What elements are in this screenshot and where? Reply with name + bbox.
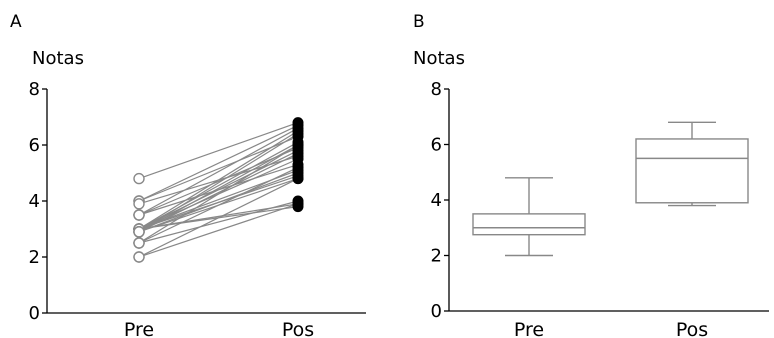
panel-b-x-label-pos: Pos [676,319,708,338]
paired-line [138,152,299,233]
panel-a-label: A [10,12,22,32]
pre-point [133,172,145,185]
pre-point [133,209,145,221]
paired-line [138,122,299,180]
box-pre-iqr [472,213,586,236]
pos-point [292,173,304,185]
paired-line [138,127,299,216]
panel-a: A Notas 0 2 4 6 8 Pre Pos [10,12,366,338]
panel-a-y-tick-label: 6 [29,135,40,156]
panel-b-y-ticks: 0 2 4 6 8 [431,79,449,322]
panel-b-y-tick-label: 4 [431,190,442,211]
panel-a-x-label-pre: Pre [124,319,154,338]
panel-b-x-label-pre: Pre [514,319,544,338]
paired-line [138,200,299,244]
panel-a-x-labels: Pre Pos [124,319,314,338]
paired-line [138,144,299,244]
pre-point [133,237,145,249]
panel-b-y-tick-label: 8 [431,79,442,100]
paired-line [138,178,299,258]
paired-line [138,144,299,233]
panel-a-y-axis-title: Notas [32,48,84,69]
pos-point [292,161,304,173]
panel-a-y-ticks: 0 2 4 6 8 [29,79,47,324]
paired-line [138,141,299,230]
pre-point [133,226,145,238]
panel-b-x-labels: Pre Pos [514,319,708,338]
paired-line [138,133,299,233]
panel-a-y-tick-label: 8 [29,79,40,100]
panel-b-y-tick-label: 6 [431,135,442,156]
paired-line [138,172,299,233]
pre-point [133,251,145,263]
panel-b-y-tick-label: 2 [431,246,442,267]
pos-point [292,139,304,151]
paired-line [138,130,299,230]
pre-point [133,198,145,210]
panel-b-boxes [472,121,749,257]
panel-b-label: B [413,12,425,32]
panel-a-y-tick-label: 2 [29,247,40,268]
panel-b: B Notas 0 2 4 6 8 Pre Pos [413,12,769,338]
panel-a-points [133,117,304,263]
panel-b-y-tick-label: 0 [431,301,442,322]
panel-a-pair-lines [138,122,299,258]
panel-a-x-label-pos: Pos [282,319,314,338]
panel-b-y-axis-title: Notas [413,48,465,69]
paired-line [138,203,299,258]
paired-line [138,124,299,202]
paired-line [138,166,299,244]
pos-point [292,128,304,140]
panel-a-y-tick-label: 0 [29,303,40,324]
panel-a-y-tick-label: 4 [29,191,40,212]
box-pos-iqr [635,138,749,204]
pos-point [292,198,304,210]
